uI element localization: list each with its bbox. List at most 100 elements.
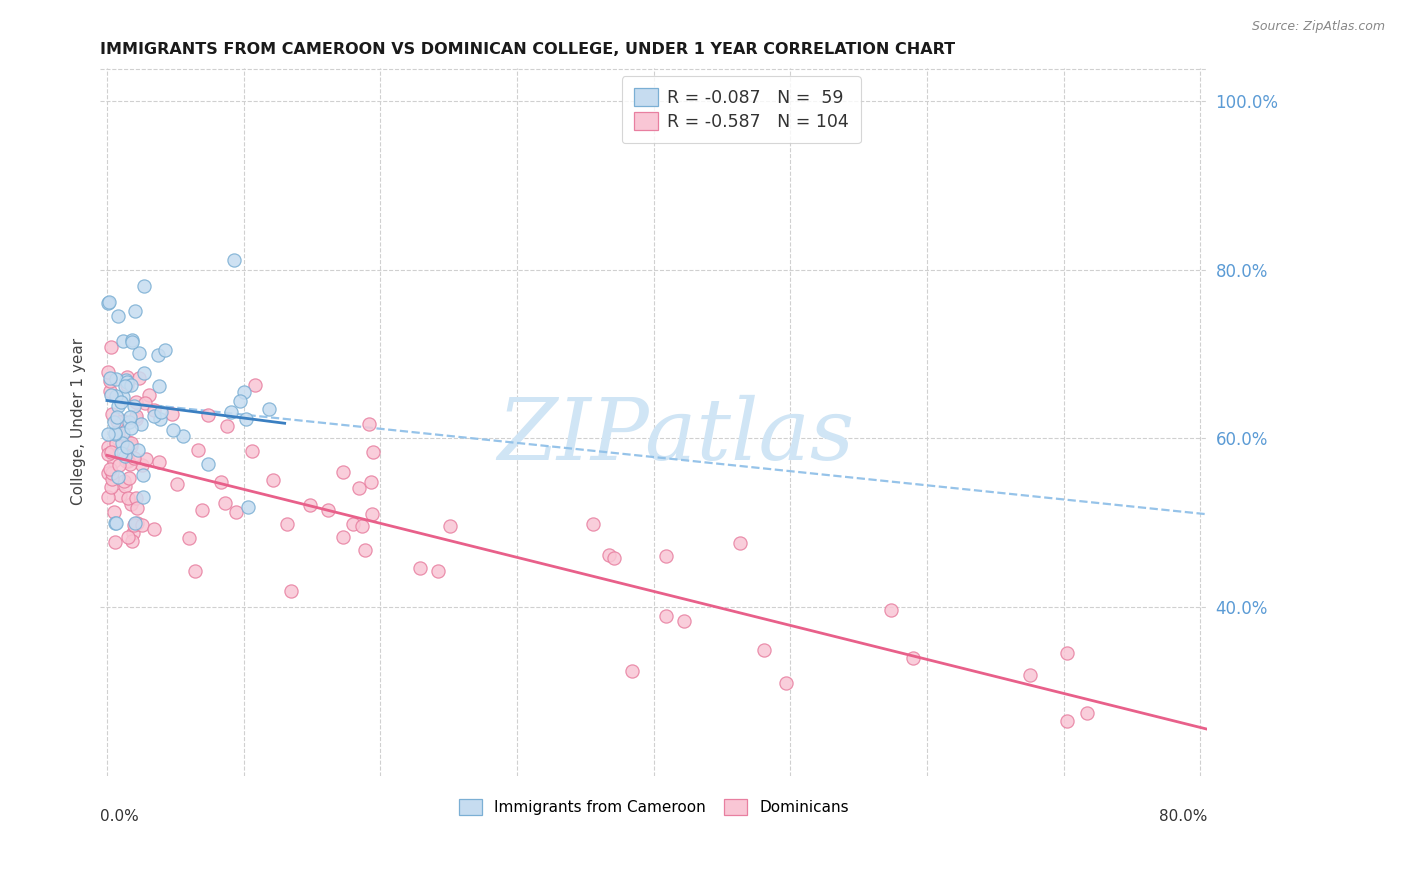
Point [342,517,364,532]
Point [148,379,170,393]
Point [108,488,131,502]
Point [132,467,155,482]
Point [124,303,146,318]
Point [115,376,138,390]
Point [114,449,136,463]
Point [225,505,247,519]
Point [127,442,149,457]
Point [104,516,127,530]
Text: 80.0%: 80.0% [1159,809,1208,824]
Point [125,411,148,425]
Point [114,373,136,387]
Point [122,526,145,541]
Point [117,491,139,505]
Point [243,378,266,392]
Point [120,435,142,450]
Point [360,475,382,489]
Point [114,479,136,493]
Point [162,407,184,421]
Point [262,473,284,487]
Point [117,530,139,544]
Point [97,294,120,309]
Point [426,564,449,578]
Point [104,426,127,441]
Point [98,461,121,475]
Point [118,471,141,485]
Point [120,377,142,392]
Point [146,348,169,362]
Legend: Immigrants from Cameroon, Dominicans: Immigrants from Cameroon, Dominicans [453,793,855,821]
Point [166,476,188,491]
Point [655,608,678,623]
Point [125,409,148,423]
Point [118,415,141,429]
Point [439,518,461,533]
Point [100,480,122,494]
Point [108,458,131,472]
Point [104,372,127,386]
Point [97,296,120,310]
Point [125,395,148,409]
Point [775,676,797,690]
Point [134,366,156,380]
Point [97,365,120,379]
Point [105,516,128,530]
Point [117,454,139,468]
Point [115,440,138,454]
Point [179,531,201,545]
Point [232,384,254,399]
Point [125,500,148,515]
Point [111,390,134,404]
Point [280,583,302,598]
Point [120,438,142,452]
Point [222,253,245,268]
Point [654,549,676,563]
Point [257,402,280,417]
Point [235,412,257,426]
Point [101,472,124,486]
Text: ZIPatlas: ZIPatlas [498,394,855,477]
Point [107,309,129,323]
Point [172,429,194,443]
Point [363,445,385,459]
Point [103,505,125,519]
Point [752,643,775,657]
Point [1076,706,1098,720]
Text: Source: ZipAtlas.com: Source: ZipAtlas.com [1251,20,1385,33]
Point [107,470,129,484]
Point [115,440,138,454]
Point [236,500,259,515]
Point [128,371,150,385]
Point [117,434,139,449]
Point [191,502,214,516]
Point [214,496,236,510]
Point [100,445,122,459]
Point [97,490,120,504]
Point [121,335,143,350]
Point [105,409,128,424]
Point [197,457,219,471]
Point [197,408,219,422]
Point [276,516,298,531]
Point [104,435,127,450]
Point [98,374,121,388]
Point [598,549,620,563]
Point [98,384,121,398]
Point [621,664,644,678]
Point [1056,714,1078,728]
Point [100,407,122,421]
Point [110,446,132,460]
Point [122,518,145,533]
Point [357,417,380,432]
Point [117,378,139,392]
Point [104,427,127,442]
Point [131,491,153,505]
Point [97,466,120,480]
Point [124,516,146,530]
Point [114,379,136,393]
Point [97,440,120,454]
Point [104,535,127,549]
Point [131,518,153,533]
Point [111,436,134,450]
Point [135,451,157,466]
